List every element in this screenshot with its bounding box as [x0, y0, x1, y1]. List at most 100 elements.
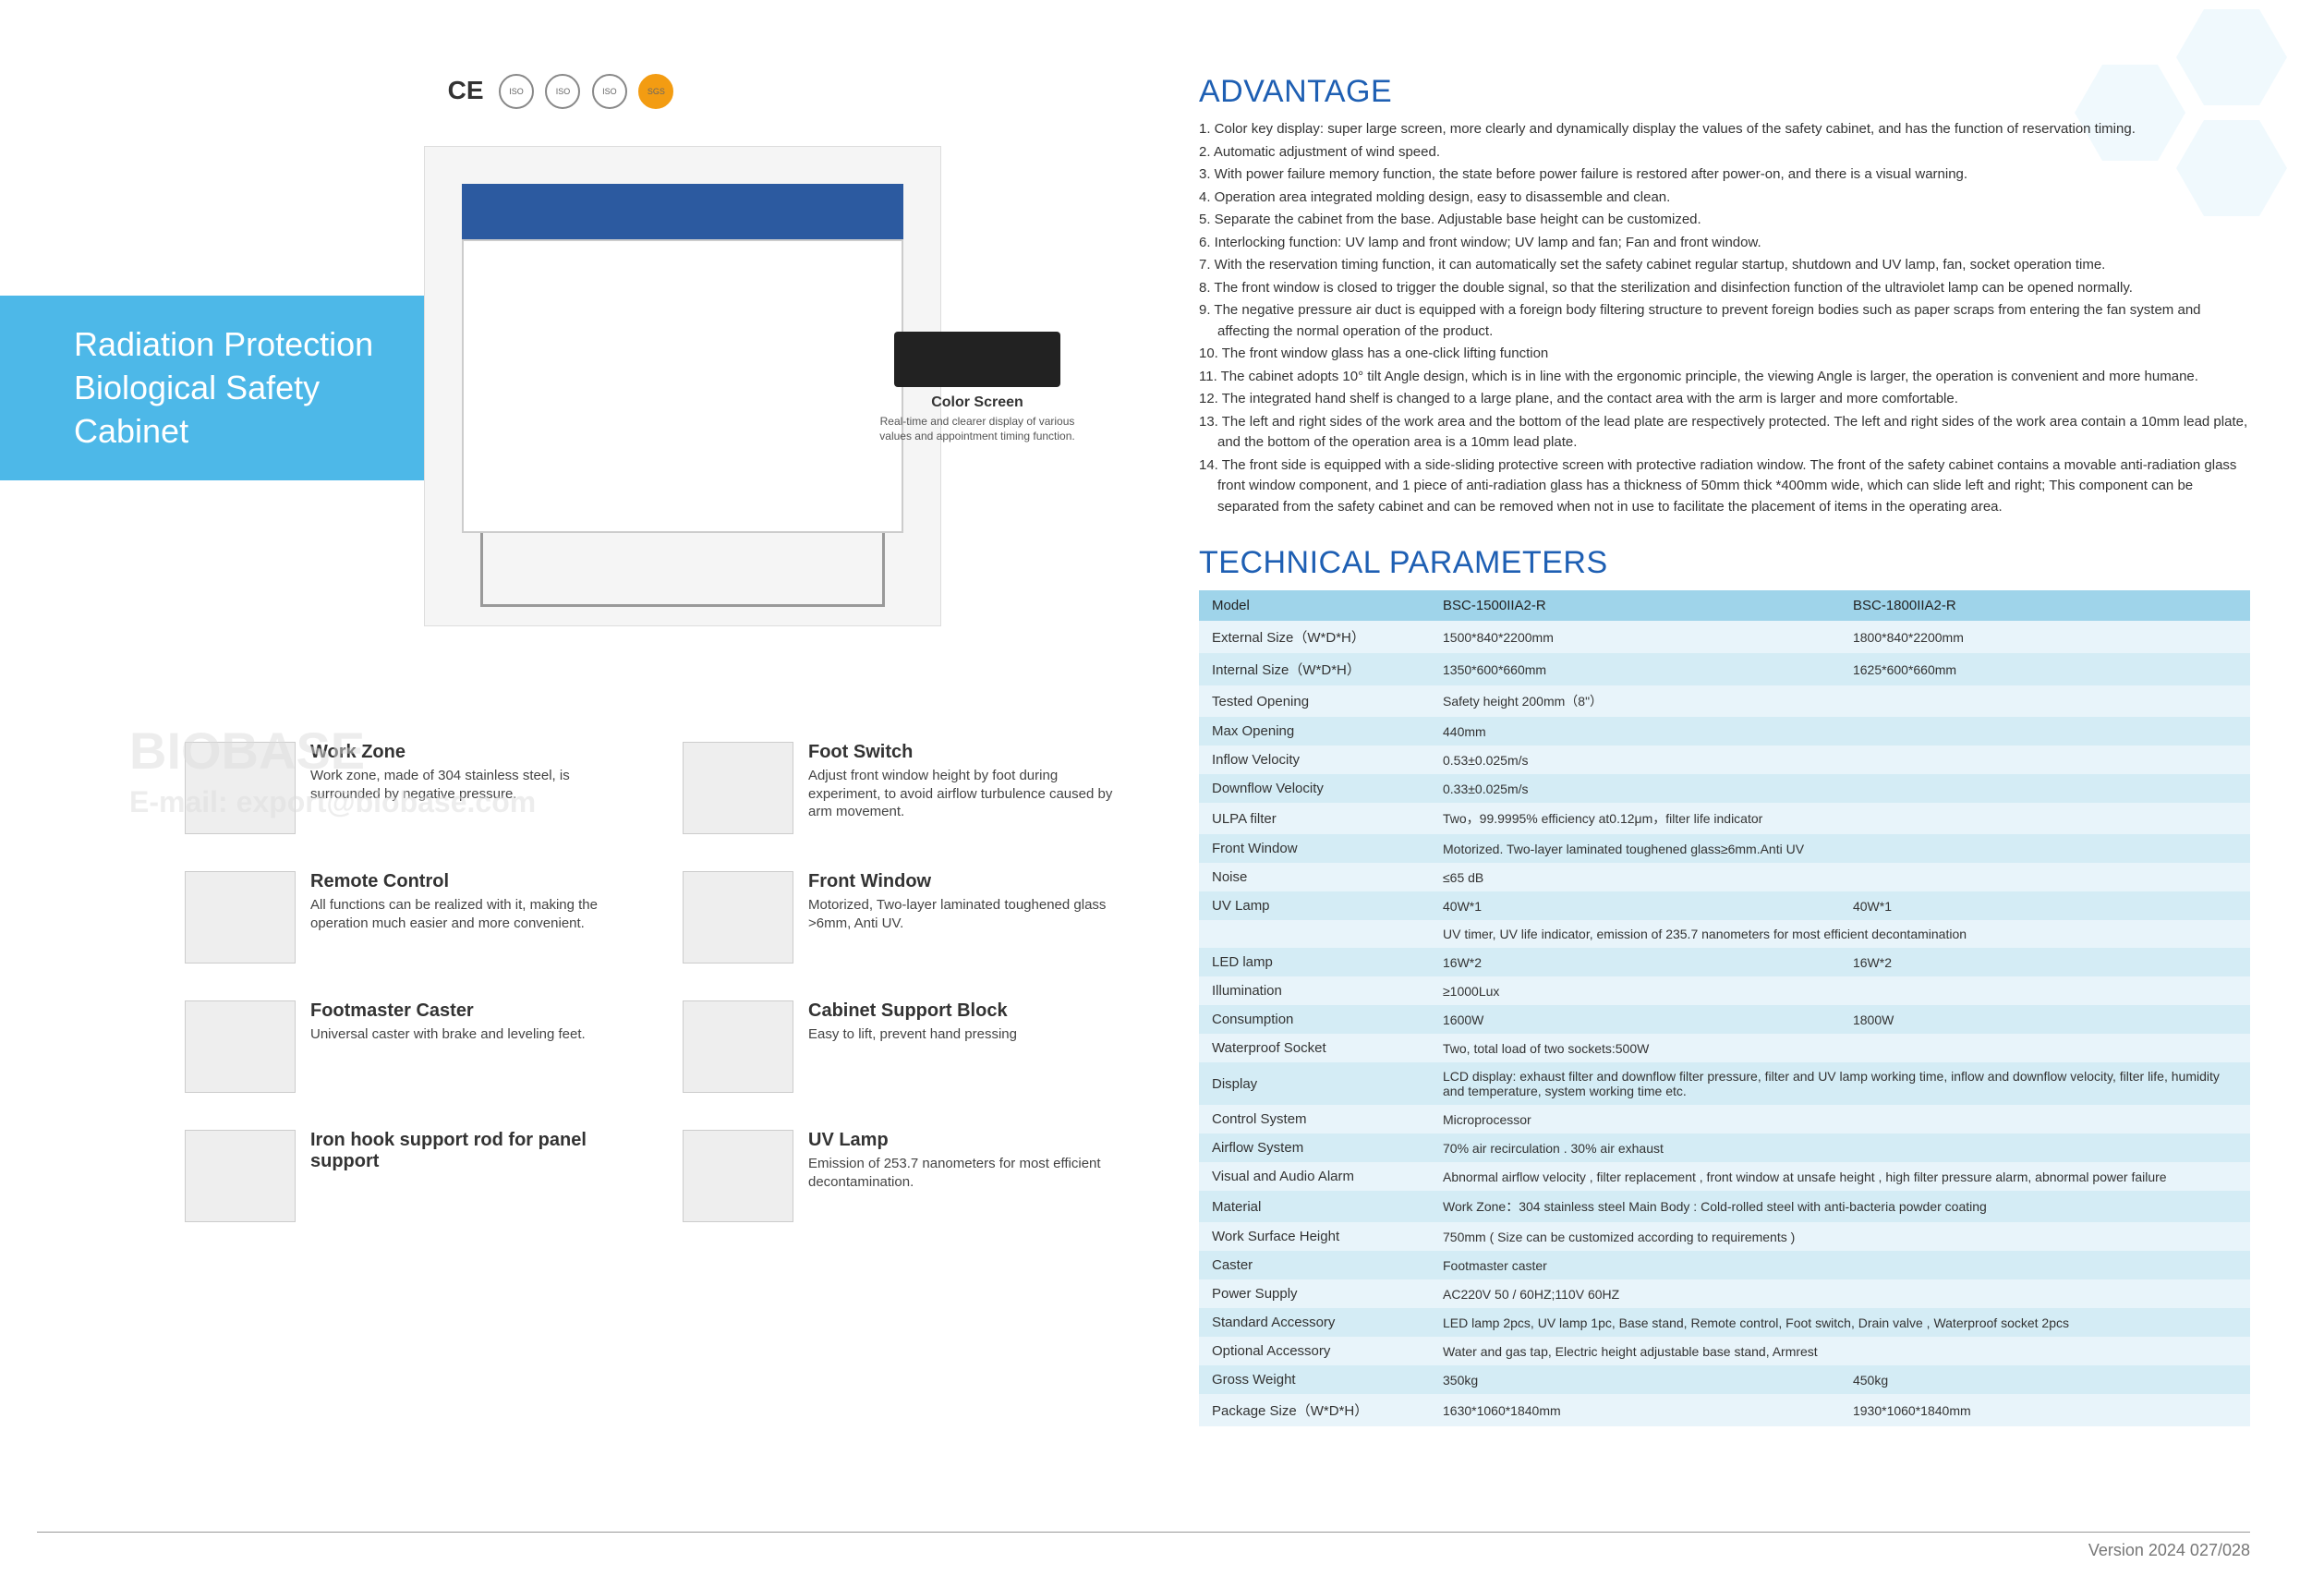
- table-cell: 1930*1060*1840mm: [1840, 1394, 2250, 1426]
- feature-item: Footmaster Caster Universal caster with …: [185, 1000, 627, 1093]
- feature-image: [683, 742, 793, 834]
- advantage-item: 6. Interlocking function: UV lamp and fr…: [1199, 233, 2250, 254]
- table-cell: 40W*1: [1430, 891, 1840, 920]
- table-cell: Material: [1199, 1191, 1430, 1222]
- table-row: Work Surface Height750mm ( Size can be c…: [1199, 1222, 2250, 1251]
- table-cell: 1350*600*660mm: [1430, 653, 1840, 685]
- table-cell: Consumption: [1199, 1005, 1430, 1034]
- table-row: Illumination≥1000Lux: [1199, 976, 2250, 1005]
- advantage-item: 8. The front window is closed to trigger…: [1199, 278, 2250, 299]
- table-cell: Visual and Audio Alarm: [1199, 1162, 1430, 1191]
- table-cell: Waterproof Socket: [1199, 1034, 1430, 1062]
- table-cell: 1500*840*2200mm: [1430, 621, 1840, 653]
- table-cell: 40W*1: [1840, 891, 2250, 920]
- advantage-item: 13. The left and right sides of the work…: [1199, 412, 2250, 454]
- table-cell: Front Window: [1199, 834, 1430, 863]
- table-cell: ULPA filter: [1199, 803, 1430, 834]
- feature-image: [185, 871, 296, 964]
- feature-item: Work Zone Work zone, made of 304 stainle…: [185, 742, 627, 834]
- feature-image: [185, 1000, 296, 1093]
- table-cell: Downflow Velocity: [1199, 774, 1430, 803]
- feature-image: [185, 1130, 296, 1222]
- table-cell: 1600W: [1430, 1005, 1840, 1034]
- feature-desc: Emission of 253.7 nanometers for most ef…: [808, 1155, 1125, 1191]
- feature-desc: Work zone, made of 304 stainless steel, …: [310, 767, 627, 803]
- table-cell: Max Opening: [1199, 717, 1430, 746]
- feature-desc: Easy to lift, prevent hand pressing: [808, 1025, 1017, 1044]
- table-cell: Two，99.9995% efficiency at0.12μm，filter …: [1430, 803, 2250, 834]
- feature-title: Front Window: [808, 871, 1125, 892]
- screen-callout-title: Color Screen: [866, 394, 1088, 411]
- table-cell: 1630*1060*1840mm: [1430, 1394, 1840, 1426]
- table-cell: 16W*2: [1840, 948, 2250, 976]
- certification-badges: CE ISO ISO ISO SGS: [0, 74, 1125, 109]
- table-cell: 1800W: [1840, 1005, 2250, 1034]
- table-cell: 1625*600*660mm: [1840, 653, 2250, 685]
- feature-item: Front Window Motorized, Two-layer lamina…: [683, 871, 1125, 964]
- table-row: Tested OpeningSafety height 200mm（8"）: [1199, 685, 2250, 717]
- feature-item: Remote Control All functions can be real…: [185, 871, 627, 964]
- table-cell: 70% air recirculation . 30% air exhaust: [1430, 1133, 2250, 1162]
- table-row: Visual and Audio AlarmAbnormal airflow v…: [1199, 1162, 2250, 1191]
- table-header-cell: Model: [1199, 590, 1430, 621]
- advantage-list: 1. Color key display: super large screen…: [1199, 119, 2250, 517]
- table-row: Gross Weight350kg450kg: [1199, 1365, 2250, 1394]
- feature-title: UV Lamp: [808, 1130, 1125, 1151]
- advantage-item: 4. Operation area integrated molding des…: [1199, 188, 2250, 209]
- table-cell: Standard Accessory: [1199, 1308, 1430, 1337]
- table-cell: Package Size（W*D*H）: [1199, 1394, 1430, 1426]
- table-cell: Power Supply: [1199, 1279, 1430, 1308]
- table-cell: Internal Size（W*D*H）: [1199, 653, 1430, 685]
- advantage-item: 3. With power failure memory function, t…: [1199, 164, 2250, 186]
- table-row: Standard AccessoryLED lamp 2pcs, UV lamp…: [1199, 1308, 2250, 1337]
- table-cell: 16W*2: [1430, 948, 1840, 976]
- iso-badge: ISO: [499, 74, 534, 109]
- screen-callout-desc: Real-time and clearer display of various…: [866, 415, 1088, 443]
- ce-mark: CE: [448, 76, 484, 104]
- advantage-item: 9. The negative pressure air duct is equ…: [1199, 300, 2250, 342]
- advantage-item: 1. Color key display: super large screen…: [1199, 119, 2250, 140]
- feature-item: Foot Switch Adjust front window height b…: [683, 742, 1125, 834]
- table-row: MaterialWork Zone：304 stainless steel Ma…: [1199, 1191, 2250, 1222]
- advantage-item: 14. The front side is equipped with a si…: [1199, 455, 2250, 518]
- table-cell: Microprocessor: [1430, 1105, 2250, 1133]
- feature-title: Cabinet Support Block: [808, 1000, 1017, 1022]
- table-cell: ≤65 dB: [1430, 863, 2250, 891]
- table-row: Waterproof SocketTwo, total load of two …: [1199, 1034, 2250, 1062]
- table-cell: Inflow Velocity: [1199, 746, 1430, 774]
- table-row: DisplayLCD display: exhaust filter and d…: [1199, 1062, 2250, 1105]
- table-cell: ≥1000Lux: [1430, 976, 2250, 1005]
- table-cell: Water and gas tap, Electric height adjus…: [1430, 1337, 2250, 1365]
- feature-item: Iron hook support rod for panel support: [185, 1130, 627, 1222]
- title-line: Biological Safety: [74, 369, 320, 406]
- table-row: Noise≤65 dB: [1199, 863, 2250, 891]
- feature-image: [683, 1130, 793, 1222]
- table-cell: Tested Opening: [1199, 685, 1430, 717]
- feature-image: [185, 742, 296, 834]
- advantage-item: 11. The cabinet adopts 10° tilt Angle de…: [1199, 367, 2250, 388]
- iso-badge: ISO: [545, 74, 580, 109]
- table-row: External Size（W*D*H）1500*840*2200mm1800*…: [1199, 621, 2250, 653]
- feature-title: Remote Control: [310, 871, 627, 892]
- table-cell: 450kg: [1840, 1365, 2250, 1394]
- table-row: Inflow Velocity0.53±0.025m/s: [1199, 746, 2250, 774]
- table-row: Optional AccessoryWater and gas tap, Ele…: [1199, 1337, 2250, 1365]
- advantage-heading: ADVANTAGE: [1199, 74, 2250, 110]
- table-cell: Abnormal airflow velocity , filter repla…: [1430, 1162, 2250, 1191]
- table-cell: Gross Weight: [1199, 1365, 1430, 1394]
- table-row: Max Opening440mm: [1199, 717, 2250, 746]
- table-cell: LED lamp 2pcs, UV lamp 1pc, Base stand, …: [1430, 1308, 2250, 1337]
- advantage-item: 7. With the reservation timing function,…: [1199, 255, 2250, 276]
- table-cell: Work Surface Height: [1199, 1222, 1430, 1251]
- table-header-cell: BSC-1800IIA2-R: [1840, 590, 2250, 621]
- table-row: Power SupplyAC220V 50 / 60HZ;110V 60HZ: [1199, 1279, 2250, 1308]
- table-cell: 750mm ( Size can be customized according…: [1430, 1222, 2250, 1251]
- table-cell: Work Zone：304 stainless steel Main Body …: [1430, 1191, 2250, 1222]
- table-cell: Caster: [1199, 1251, 1430, 1279]
- table-cell: Display: [1199, 1062, 1430, 1105]
- table-cell: Illumination: [1199, 976, 1430, 1005]
- table-row: ULPA filterTwo，99.9995% efficiency at0.1…: [1199, 803, 2250, 834]
- feature-title: Iron hook support rod for panel support: [310, 1130, 627, 1172]
- table-cell: UV Lamp: [1199, 891, 1430, 920]
- table-cell: External Size（W*D*H）: [1199, 621, 1430, 653]
